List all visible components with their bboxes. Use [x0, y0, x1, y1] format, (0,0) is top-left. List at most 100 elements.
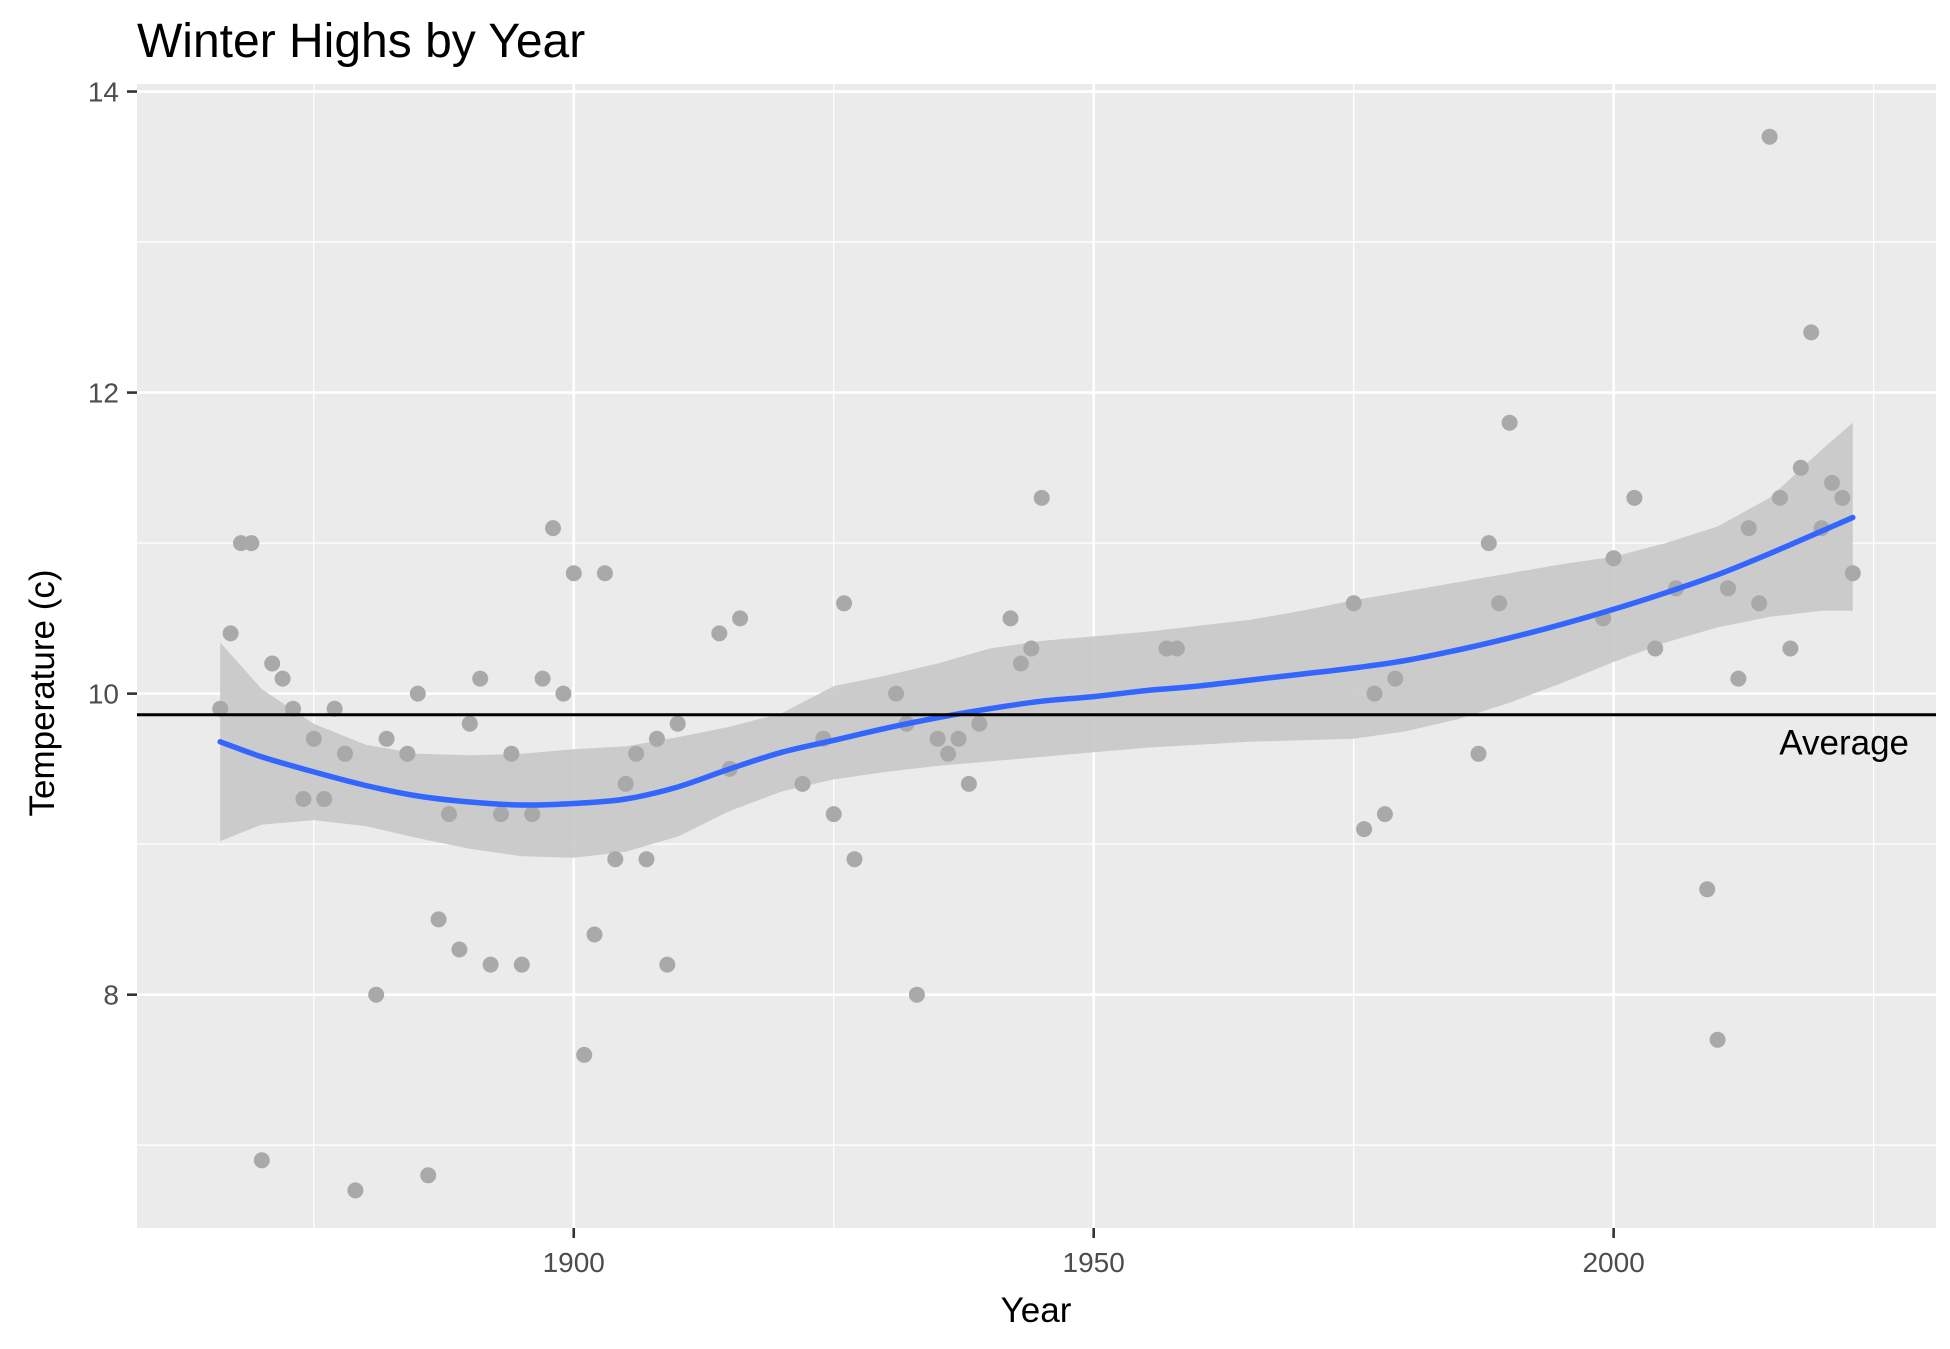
data-point: [1761, 128, 1778, 145]
data-point: [1730, 670, 1747, 687]
data-point: [493, 806, 509, 823]
x-tick-label: 1900: [543, 1247, 605, 1278]
data-point: [243, 535, 260, 552]
data-point: [1605, 550, 1622, 567]
data-point: [305, 730, 322, 747]
data-point: [607, 851, 624, 868]
data-point: [971, 715, 988, 732]
data-point: [534, 670, 551, 687]
data-point: [1480, 535, 1497, 552]
data-point: [888, 685, 905, 702]
data-point: [1356, 821, 1373, 838]
data-point: [1491, 595, 1508, 612]
data-point: [846, 851, 863, 868]
data-point: [253, 1152, 270, 1169]
data-point: [461, 715, 478, 732]
axes: 1900 1950 2000 8 10 12 14: [88, 77, 1645, 1278]
data-point: [1470, 745, 1487, 762]
data-point: [596, 565, 613, 582]
confidence-ribbon-layer: [220, 422, 1853, 858]
y-tick-label: 8: [103, 980, 119, 1011]
data-point: [836, 595, 853, 612]
data-point: [1501, 414, 1518, 431]
data-point: [1720, 580, 1736, 597]
data-point: [940, 745, 957, 762]
data-point: [1792, 459, 1809, 476]
data-point: [347, 1182, 364, 1199]
data-point: [264, 655, 281, 672]
data-point: [929, 730, 946, 747]
data-point: [659, 956, 676, 973]
data-point: [1699, 881, 1716, 898]
data-point: [1012, 655, 1029, 672]
data-point: [794, 775, 811, 792]
data-point: [441, 806, 457, 823]
data-point: [628, 745, 645, 762]
average-annotation: Average: [1779, 724, 1909, 763]
data-point: [472, 670, 489, 687]
chart-title: Winter Highs by Year: [137, 15, 586, 68]
data-point: [1751, 595, 1768, 612]
x-tick-label: 2000: [1582, 1247, 1644, 1278]
data-point: [950, 730, 967, 747]
smooth-trend-line: [217, 514, 1856, 808]
data-point: [513, 956, 530, 973]
data-point: [222, 625, 239, 642]
data-point: [565, 565, 582, 582]
data-point: [1168, 640, 1185, 657]
data-point: [1709, 1031, 1726, 1048]
data-point: [711, 625, 728, 642]
data-point: [732, 610, 749, 627]
scatter-points: [212, 128, 1861, 1199]
data-point: [555, 685, 572, 702]
data-point: [524, 806, 541, 823]
data-point: [908, 986, 925, 1003]
data-point: [1345, 595, 1362, 612]
data-point: [285, 700, 301, 717]
data-point: [316, 791, 333, 807]
reference-line-layer: Average: [137, 713, 1936, 763]
data-point: [1002, 610, 1019, 627]
data-point: [503, 745, 520, 762]
data-point: [1782, 640, 1799, 657]
smooth-line-layer: [217, 514, 1856, 808]
data-point: [1647, 640, 1664, 657]
data-point: [482, 956, 499, 973]
data-point: [545, 520, 561, 537]
data-point: [274, 670, 291, 687]
y-tick-label: 10: [88, 679, 119, 710]
data-point: [1023, 640, 1040, 657]
data-point: [409, 685, 426, 702]
data-point: [1626, 489, 1643, 506]
y-tick-label: 14: [88, 77, 119, 108]
data-point: [1844, 565, 1861, 582]
data-point: [1803, 324, 1820, 341]
data-point: [960, 775, 977, 792]
y-tick-label: 12: [88, 378, 119, 409]
data-point: [825, 806, 842, 823]
data-point: [638, 851, 655, 868]
data-point: [1824, 474, 1840, 491]
confidence-ribbon: [220, 422, 1853, 858]
data-point: [648, 730, 665, 747]
data-point: [1387, 670, 1404, 687]
data-point: [586, 926, 603, 943]
y-axis-title: Temperature (c): [23, 569, 62, 816]
data-point: [451, 941, 468, 958]
data-point: [212, 700, 229, 717]
data-point: [295, 791, 312, 807]
data-point: [1033, 489, 1050, 506]
data-point: [399, 745, 416, 762]
x-axis-title: Year: [1001, 1291, 1072, 1330]
data-point: [326, 700, 343, 717]
data-point: [1834, 489, 1851, 506]
x-tick-label: 1950: [1063, 1247, 1125, 1278]
data-point: [1376, 806, 1393, 823]
data-point: [576, 1046, 593, 1063]
data-point: [1366, 685, 1383, 702]
data-point: [617, 775, 634, 792]
data-point: [420, 1167, 437, 1184]
data-point: [669, 715, 686, 732]
data-point: [430, 911, 447, 928]
